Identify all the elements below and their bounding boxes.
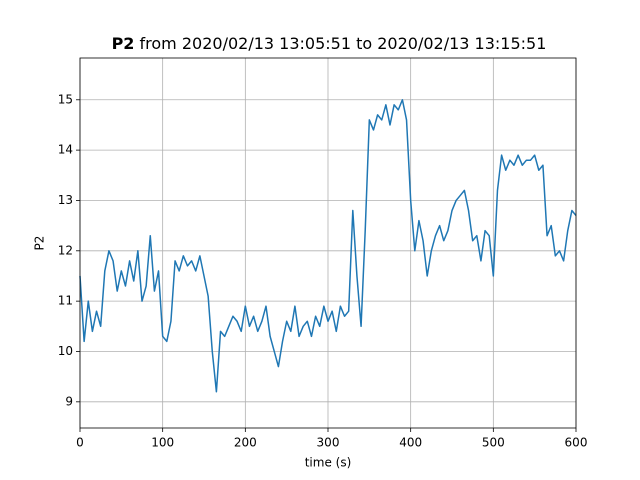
chart-title: P2 from 2020/02/13 13:05:51 to 2020/02/1…: [112, 34, 547, 53]
x-tick-label: 400: [399, 436, 422, 450]
title-name: P2: [112, 34, 135, 53]
x-tick-label: 100: [151, 436, 174, 450]
title-text: from 2020/02/13 13:05:51 to 2020/02/13 1…: [140, 34, 547, 53]
x-tick-label: 600: [565, 436, 588, 450]
x-axis-label: time (s): [305, 456, 352, 470]
x-tick-label: 0: [76, 436, 84, 450]
y-tick-label: 10: [58, 344, 73, 358]
y-tick-label: 15: [58, 92, 73, 106]
plot-frame: [79, 57, 577, 429]
x-tick-label: 500: [482, 436, 505, 450]
y-tick-label: 9: [65, 394, 73, 408]
y-axis-label: P2: [33, 236, 47, 251]
y-tick-label: 13: [58, 193, 73, 207]
x-tick-label: 200: [234, 436, 257, 450]
y-tick-label: 14: [58, 143, 73, 157]
data-line: [79, 99, 577, 393]
x-tick-label: 300: [317, 436, 340, 450]
y-tick-label: 11: [58, 294, 73, 308]
y-tick-label: 12: [58, 243, 73, 257]
